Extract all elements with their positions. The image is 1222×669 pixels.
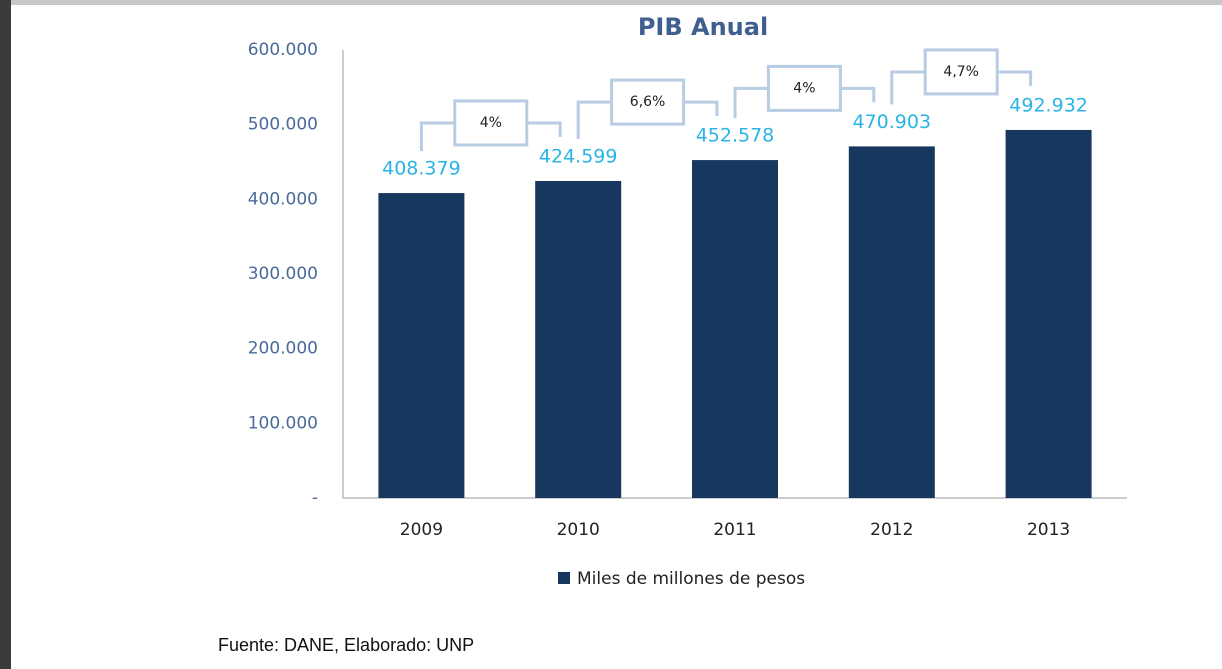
growth-label: 4% bbox=[480, 115, 502, 131]
growth-bracket bbox=[419, 121, 562, 152]
growth-box bbox=[923, 48, 999, 96]
y-tick-label: 300.000 bbox=[248, 264, 318, 284]
value-label: 408.379 bbox=[382, 158, 461, 180]
left-border bbox=[0, 0, 11, 669]
growth-bracket bbox=[733, 86, 876, 119]
y-tick-label: 400.000 bbox=[248, 189, 318, 209]
growth-label: 4,7% bbox=[943, 64, 979, 80]
value-label: 424.599 bbox=[539, 145, 618, 167]
chart-title: PIB Anual bbox=[638, 13, 768, 41]
source-note: Fuente: DANE, Elaborado: UNP bbox=[218, 635, 474, 655]
y-tick-label: 500.000 bbox=[248, 115, 318, 135]
bar bbox=[692, 160, 778, 499]
bar bbox=[848, 146, 935, 498]
y-tick-label: - bbox=[312, 488, 318, 508]
value-label: 470.903 bbox=[853, 111, 932, 133]
bar bbox=[378, 193, 465, 498]
top-border bbox=[0, 0, 1222, 5]
x-tick-label: 2012 bbox=[870, 520, 913, 540]
y-tick-label: 100.000 bbox=[248, 413, 318, 433]
growth-bracket bbox=[576, 100, 719, 139]
legend-swatch bbox=[558, 572, 570, 584]
growth-label: 6,6% bbox=[630, 94, 666, 110]
x-tick-label: 2010 bbox=[557, 520, 600, 540]
legend-label: Miles de millones de pesos bbox=[577, 569, 805, 589]
value-label: 492.932 bbox=[1009, 94, 1088, 116]
growth-box bbox=[453, 99, 529, 147]
x-tick-label: 2013 bbox=[1027, 520, 1070, 540]
growth-box bbox=[766, 64, 842, 112]
growth-label: 4% bbox=[793, 80, 815, 96]
growth-bracket bbox=[890, 70, 1033, 105]
x-tick-label: 2009 bbox=[400, 520, 443, 540]
y-tick-label: 200.000 bbox=[248, 339, 318, 359]
growth-box bbox=[610, 78, 686, 126]
bar bbox=[535, 180, 622, 499]
bar bbox=[1005, 129, 1092, 499]
value-label: 452.578 bbox=[696, 125, 775, 147]
y-tick-label: 600.000 bbox=[248, 40, 318, 60]
x-tick-label: 2011 bbox=[713, 520, 756, 540]
